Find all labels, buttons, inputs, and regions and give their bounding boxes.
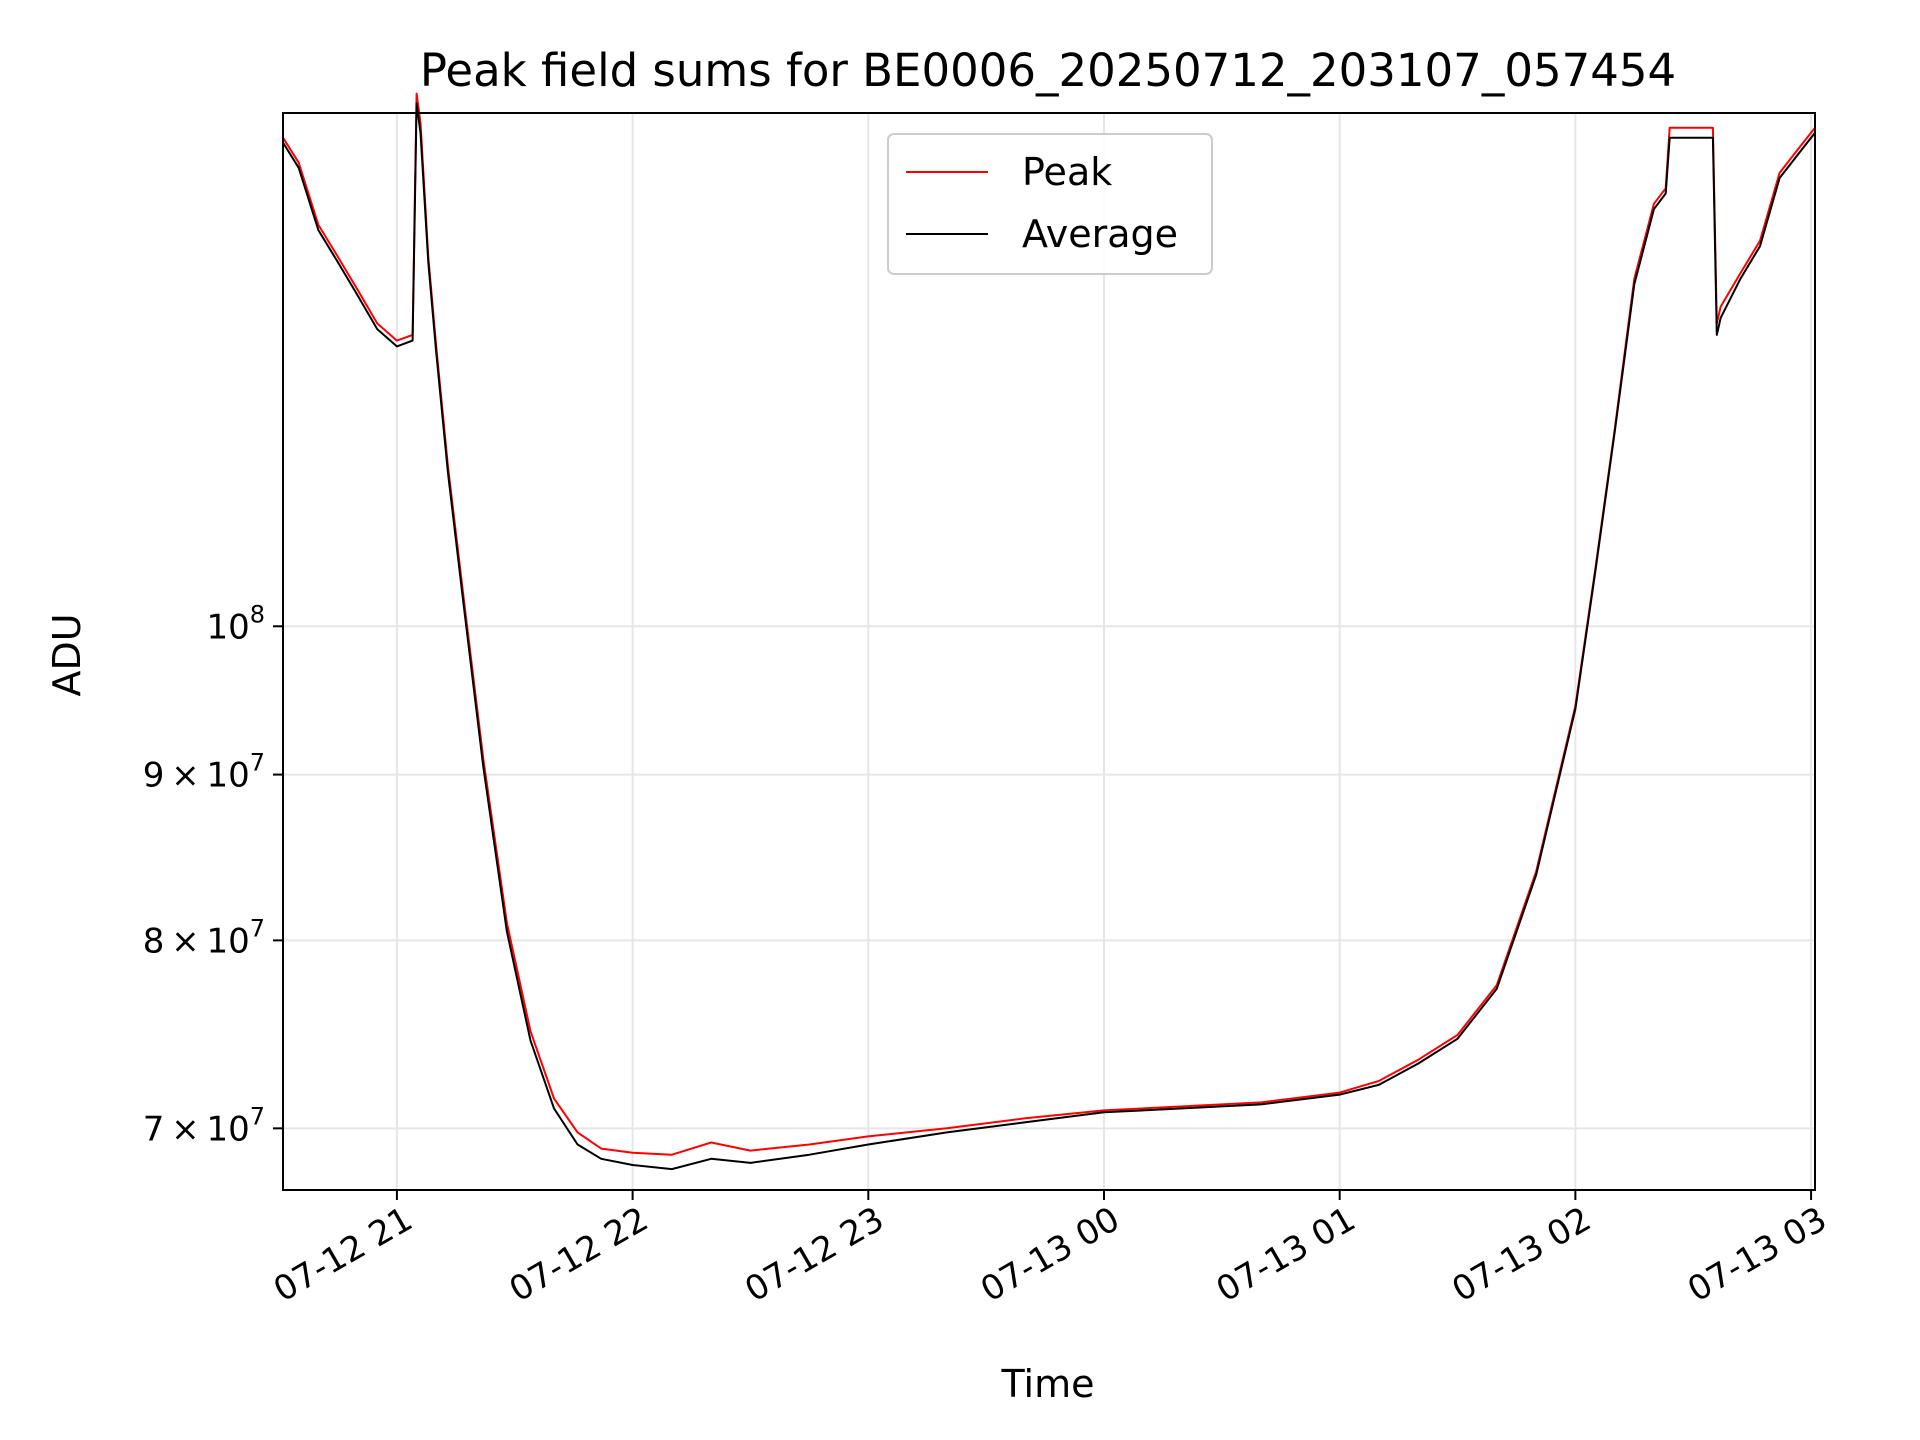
legend[interactable]: Peak Average: [887, 133, 1213, 275]
chart-title: Peak field sums for BE0006_20250712_2031…: [420, 44, 1676, 97]
plot-frame: [282, 112, 1816, 1191]
y-axis-label: ADU: [45, 613, 89, 696]
legend-entry-average[interactable]: Average: [1022, 212, 1178, 256]
y-tick-label: 7 × 107: [143, 1102, 265, 1149]
legend-box: [887, 133, 1213, 275]
y-tick-label: 9 × 107: [143, 749, 265, 796]
legend-entry-peak[interactable]: Peak: [1022, 150, 1112, 194]
x-axis-label: Time: [1001, 1362, 1095, 1406]
y-axis: 7 × 107 8 × 107 9 × 107 108: [143, 600, 283, 1149]
y-tick-label: 108: [206, 600, 265, 647]
y-tick-label: 8 × 107: [143, 914, 265, 961]
series-line-average: [282, 102, 1816, 1171]
